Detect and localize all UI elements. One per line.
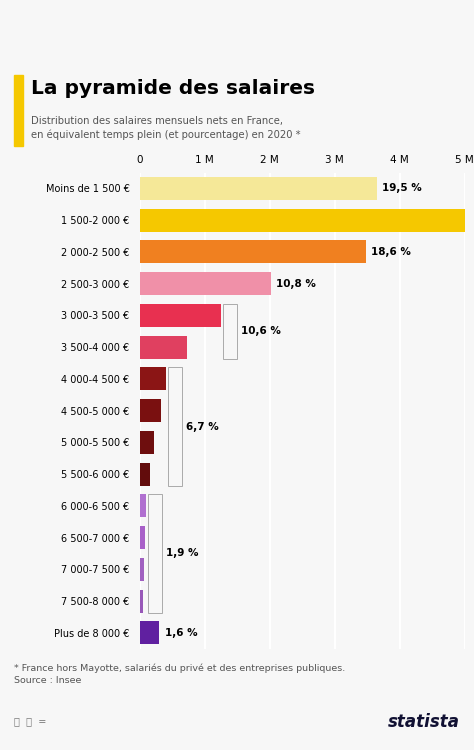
Bar: [140, 241, 366, 263]
Bar: [140, 558, 144, 580]
Text: 18,6 %: 18,6 %: [371, 247, 411, 256]
Text: Distribution des salaires mensuels nets en France,
en équivalent temps plein (et: Distribution des salaires mensuels nets …: [31, 116, 301, 140]
Bar: [140, 399, 161, 422]
Bar: [140, 177, 377, 200]
Bar: [140, 368, 166, 390]
Bar: [140, 431, 154, 454]
Text: ⓒ  ⓘ  =: ⓒ ⓘ =: [14, 716, 46, 726]
Bar: [140, 494, 146, 517]
Bar: [140, 526, 145, 549]
Bar: [140, 336, 187, 358]
Bar: [140, 304, 221, 327]
Text: * France hors Mayotte, salariés du privé et des entreprises publiques.
Source : : * France hors Mayotte, salariés du privé…: [14, 664, 346, 685]
Bar: [140, 590, 144, 613]
Text: 10,6 %: 10,6 %: [241, 326, 281, 336]
Text: statista: statista: [388, 713, 460, 731]
Text: 10,8 %: 10,8 %: [276, 279, 316, 289]
Text: 1,6 %: 1,6 %: [164, 628, 197, 638]
Bar: [140, 209, 474, 232]
Text: 1,9 %: 1,9 %: [166, 548, 198, 559]
Text: La pyramide des salaires: La pyramide des salaires: [31, 79, 315, 98]
Text: 19,5 %: 19,5 %: [382, 184, 422, 194]
Bar: [140, 463, 150, 485]
Text: 6,7 %: 6,7 %: [186, 422, 219, 431]
Bar: [140, 272, 271, 295]
Bar: [140, 622, 159, 644]
